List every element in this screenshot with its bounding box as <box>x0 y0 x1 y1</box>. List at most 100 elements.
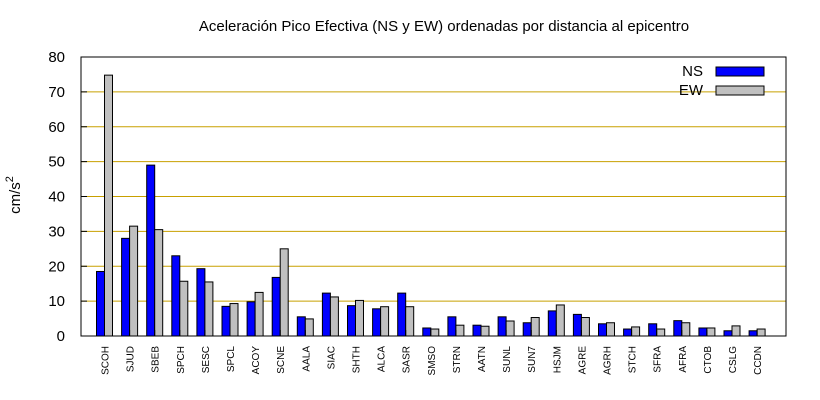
bar-ew-siac <box>329 296 339 337</box>
legend-swatch-ew <box>715 85 765 96</box>
x-tick-label-scne: SCNE <box>276 346 287 374</box>
bar-ew-afra <box>681 322 691 337</box>
bar-ns-aala <box>296 316 306 337</box>
bar-ew-sbeb <box>154 229 164 337</box>
y-tick-label: 50 <box>48 154 65 171</box>
legend-label-ns: NS <box>682 63 703 80</box>
y-axis-label-text: cm/s <box>7 182 24 214</box>
x-tick-label-acoy: ACOY <box>251 346 262 375</box>
bar-ew-sfra <box>656 328 666 337</box>
bar-ew-sun7 <box>530 317 540 337</box>
bar-ns-smso <box>422 327 432 337</box>
x-tick-label-sjud: SJUD <box>126 346 137 372</box>
bar-ns-alca <box>372 308 382 337</box>
bar-ns-siac <box>321 292 331 337</box>
bar-ns-sfra <box>648 323 658 337</box>
bar-ew-cslg <box>731 325 741 337</box>
x-tick-label-spcl: SPCL <box>226 346 237 373</box>
bar-ns-afra <box>673 320 683 337</box>
bar-ew-smso <box>430 328 440 337</box>
x-tick-label-spch: SPCH <box>176 346 187 374</box>
bar-ew-aatn <box>480 325 490 337</box>
x-tick-label-sesc: SESC <box>201 346 212 373</box>
bar-ew-stch <box>631 326 641 337</box>
bar-ns-spcl <box>221 305 231 337</box>
x-tick-label-sfra: SFRA <box>653 346 664 373</box>
y-tick-label: 60 <box>48 119 65 136</box>
bar-ns-acoy <box>246 301 256 337</box>
bar-ew-sjud <box>129 225 139 337</box>
bar-ew-spcl <box>229 303 239 337</box>
bar-ns-cslg <box>723 330 733 337</box>
bar-ew-scne <box>279 248 289 337</box>
x-tick-label-ctob: CTOB <box>703 346 714 374</box>
bar-ew-hsjm <box>555 304 565 337</box>
bar-ns-scne <box>271 276 281 337</box>
x-tick-label-scoh: SCOH <box>101 346 112 375</box>
bar-ew-strn <box>455 324 465 337</box>
y-tick-label: 70 <box>48 84 65 101</box>
x-axis-ticks: SCOH SJUD SBEB SPCH SESC SPCL ACOY SCNE AALA SIAC… <box>101 330 764 376</box>
bar-ew-ccdn <box>756 328 766 337</box>
y-tick-label: 40 <box>48 189 65 206</box>
bar-ns-sbeb <box>146 164 156 337</box>
bar-ns-sjud <box>121 237 131 337</box>
bar-ns-strn <box>447 316 457 337</box>
x-tick-label-aala: AALA <box>301 346 312 372</box>
y-axis-ticks: 0 10 20 30 40 50 60 70 80 <box>48 49 87 345</box>
y-tick-label: 20 <box>48 258 65 275</box>
x-tick-label-sbeb: SBEB <box>151 346 162 373</box>
bar-ew-shth <box>355 299 364 337</box>
y-axis-label-sup: 2 <box>4 176 16 182</box>
bar-ns-shth <box>347 305 356 337</box>
x-tick-label-agre: AGRE <box>577 346 588 375</box>
x-tick-label-sun7: SUN7 <box>527 346 538 373</box>
x-tick-label-strn: STRN <box>452 346 463 373</box>
bar-ns-sasr <box>397 292 407 337</box>
y-tick-label: 0 <box>57 328 65 345</box>
x-tick-label-cslg: CSLG <box>728 346 739 373</box>
bar-ns-agrh <box>598 323 607 337</box>
bar-ns-spch <box>171 255 181 337</box>
x-tick-label-afra: AFRA <box>678 346 689 373</box>
bar-ew-aala <box>304 318 314 337</box>
bars <box>96 74 766 337</box>
bar-ew-agrh <box>606 322 615 337</box>
bar-ns-stch <box>623 328 633 337</box>
bar-ns-sunl <box>497 316 507 337</box>
legend: NS EW <box>679 63 765 99</box>
x-tick-label-sasr: SASR <box>402 346 413 373</box>
x-tick-label-sunl: SUNL <box>502 346 513 373</box>
x-tick-label-ccdn: CCDN <box>753 346 764 375</box>
bar-ew-sesc <box>204 281 214 337</box>
bar-ew-agre <box>580 317 590 337</box>
x-tick-label-aatn: AATN <box>477 346 488 372</box>
x-tick-label-siac: SIAC <box>326 346 337 369</box>
bar-ns-agre <box>572 313 582 337</box>
bar-ns-ctob <box>698 327 708 337</box>
bar-ns-sesc <box>196 268 206 337</box>
bar-ew-acoy <box>254 291 264 337</box>
legend-label-ew: EW <box>679 82 704 99</box>
bar-ns-ccdn <box>748 330 758 337</box>
grid-lines <box>81 91 786 302</box>
bar-ns-scoh <box>96 270 105 337</box>
y-axis-label: cm/s2 <box>4 176 24 214</box>
bar-ns-sun7 <box>522 322 532 337</box>
bar-ew-alca <box>380 306 390 337</box>
bar-ew-sunl <box>505 320 515 337</box>
legend-swatch-ns <box>715 66 765 77</box>
bar-ew-scoh <box>104 74 113 337</box>
bar-ew-sasr <box>405 306 415 337</box>
y-tick-label: 80 <box>48 49 65 66</box>
x-tick-label-hsjm: HSJM <box>552 346 563 373</box>
x-tick-label-stch: STCH <box>628 346 639 373</box>
bar-ew-spch <box>179 280 189 337</box>
bar-ns-hsjm <box>547 310 557 337</box>
y-tick-label: 30 <box>48 223 65 240</box>
chart-title: Aceleración Pico Efectiva (NS y EW) orde… <box>199 18 689 35</box>
x-tick-label-alca: ALCA <box>377 346 388 372</box>
x-tick-label-smso: SMSO <box>427 346 438 376</box>
x-tick-label-agrh: AGRH <box>603 346 614 375</box>
